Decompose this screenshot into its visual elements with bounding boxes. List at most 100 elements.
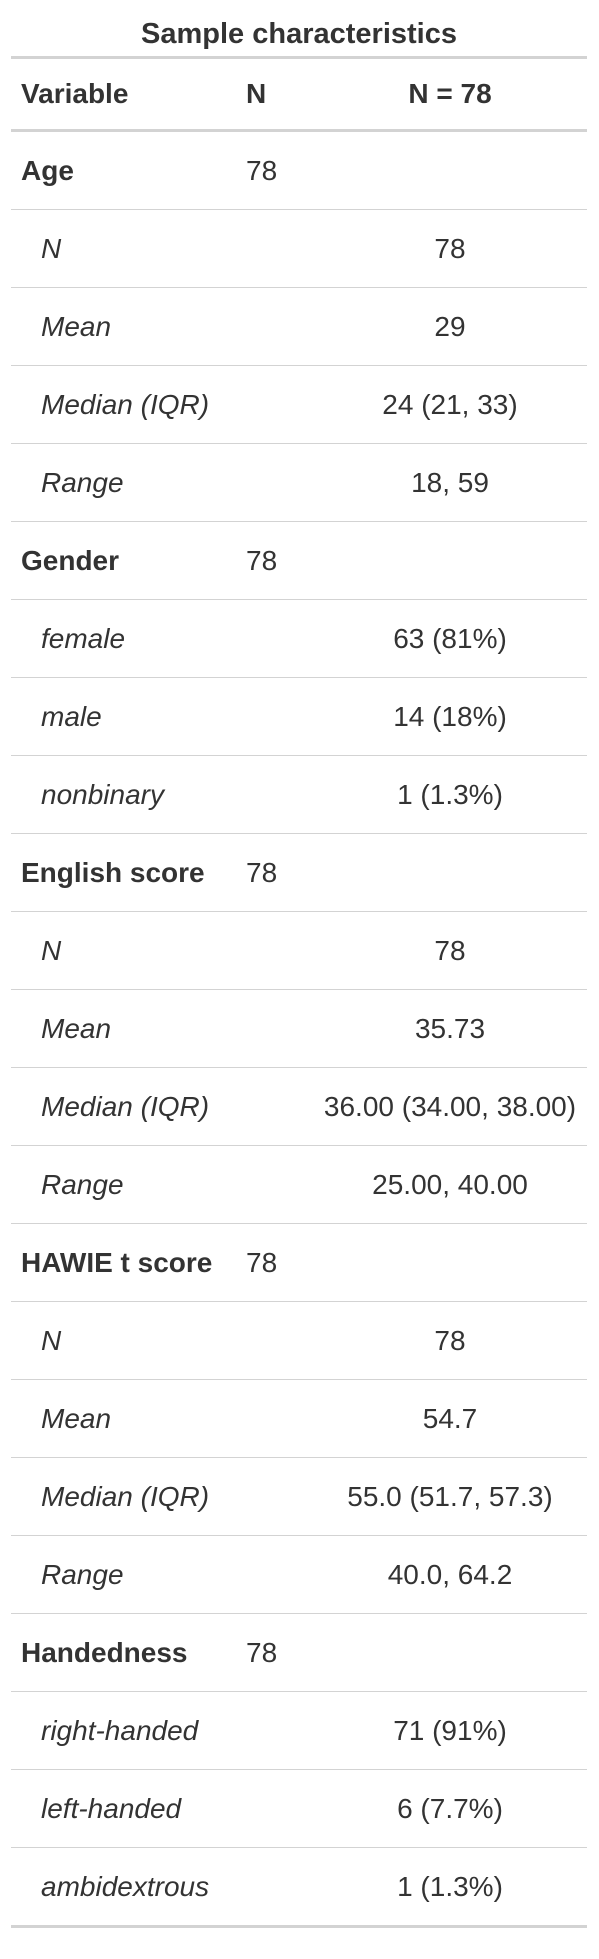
- n-cell: [243, 677, 305, 756]
- n-cell: 78: [243, 1613, 305, 1692]
- level-label: ambidextrous: [41, 1870, 210, 1902]
- level-row: Mean 54.7: [11, 1379, 587, 1458]
- n-cell: [243, 1301, 305, 1380]
- level-label: N: [11, 1301, 243, 1380]
- n-cell: [243, 1457, 305, 1536]
- level-row: female 63 (81%): [11, 599, 587, 678]
- level-row: N 78: [11, 209, 587, 288]
- statistic-cell: 24 (21, 33): [305, 365, 587, 444]
- level-label: left-handed: [11, 1769, 243, 1848]
- level-label: Median (IQR): [11, 1457, 243, 1536]
- n-cell: 78: [243, 833, 305, 912]
- statistic-cell: [305, 1613, 587, 1692]
- statistic-cell: 18, 59: [305, 443, 587, 522]
- variable-row: Gender 78: [11, 521, 587, 600]
- statistic-cell: [305, 130, 587, 210]
- variable-row: Age 78: [11, 130, 587, 210]
- variable-row: Handedness 78: [11, 1613, 587, 1692]
- statistic-cell: 55.0 (51.7, 57.3): [305, 1457, 587, 1536]
- level-label: Range: [11, 443, 243, 522]
- level-label: N: [11, 911, 243, 990]
- table-caption: Sample characteristics: [141, 18, 457, 50]
- level-row: Mean 29: [11, 287, 587, 366]
- level-row: Median (IQR) 36.00 (34.00, 38.00): [11, 1067, 587, 1146]
- n-cell: [243, 989, 305, 1068]
- statistic-cell: 71 (91%): [305, 1691, 587, 1770]
- variable-label: English score: [11, 833, 243, 912]
- level-row: nonbinary 1 (1.3%): [11, 755, 587, 834]
- level-row: Range 25.00, 40.00: [11, 1145, 587, 1224]
- variable-row: English score 78: [11, 833, 587, 912]
- level-label: Range: [11, 1535, 243, 1614]
- statistic-cell: 63 (81%): [305, 599, 587, 678]
- n-cell: [243, 1848, 305, 1927]
- statistic-cell: [305, 1223, 587, 1302]
- statistic-cell: 78: [305, 911, 587, 990]
- level-label: Median (IQR): [11, 1067, 243, 1146]
- n-cell: [243, 1145, 305, 1224]
- statistic-cell: 78: [305, 209, 587, 288]
- statistic-cell: 29: [305, 287, 587, 366]
- table-header: Variable N N = 78: [11, 57, 587, 132]
- column-header-statistic: N = 78: [305, 57, 587, 132]
- level-label: male: [11, 677, 243, 756]
- statistic-cell: 1 (1.3%): [305, 755, 587, 834]
- level-label: female: [11, 599, 243, 678]
- level-label: Median (IQR): [11, 365, 243, 444]
- table-body: Age 78 N 78 Mean 29 Median (IQR) 24 (21, 33) Ran…: [11, 130, 587, 1927]
- level-row: Median (IQR) 24 (21, 33): [11, 365, 587, 444]
- header-row: Variable N N = 78: [11, 57, 587, 132]
- level-row: Mean 35.73: [11, 989, 587, 1068]
- column-header-n: N: [243, 57, 305, 132]
- variable-label: HAWIE t score: [11, 1223, 243, 1302]
- n-cell: 78: [243, 521, 305, 600]
- statistic-cell: [305, 833, 587, 912]
- variable-label: Gender: [11, 521, 243, 600]
- column-header-variable: Variable: [11, 57, 243, 132]
- level-row: male 14 (18%): [11, 677, 587, 756]
- summary-table: Variable N N = 78 Age 78 N 78 Mean 29 Median (…: [11, 56, 587, 1928]
- n-cell: [243, 911, 305, 990]
- n-cell: [243, 1067, 305, 1146]
- level-row: Range 40.0, 64.2: [11, 1535, 587, 1614]
- level-row: N 78: [11, 1301, 587, 1380]
- n-cell: 78: [243, 130, 305, 210]
- level-row: N 78: [11, 911, 587, 990]
- statistic-cell: 1 (1.3%): [397, 1870, 503, 1902]
- n-cell: [243, 1379, 305, 1458]
- n-cell: [243, 1535, 305, 1614]
- n-cell: [243, 755, 305, 834]
- statistic-cell: 36.00 (34.00, 38.00): [305, 1067, 587, 1146]
- level-label: nonbinary: [11, 755, 243, 834]
- level-label: Range: [11, 1145, 243, 1224]
- level-row: left-handed 6 (7.7%): [11, 1769, 587, 1848]
- level-row: right-handed 71 (91%): [11, 1691, 587, 1770]
- level-row: Median (IQR) 55.0 (51.7, 57.3): [11, 1457, 587, 1536]
- statistic-cell: 78: [305, 1301, 587, 1380]
- statistic-cell: 35.73: [305, 989, 587, 1068]
- n-cell: [243, 365, 305, 444]
- variable-row: HAWIE t score 78: [11, 1223, 587, 1302]
- level-label: Mean: [11, 287, 243, 366]
- level-row: Range 18, 59: [11, 443, 587, 522]
- level-label: Mean: [11, 989, 243, 1068]
- variable-label: Age: [11, 130, 243, 210]
- n-cell: [243, 209, 305, 288]
- n-cell: [243, 1691, 305, 1770]
- statistic-cell: 6 (7.7%): [305, 1769, 587, 1848]
- statistic-cell: [305, 521, 587, 600]
- level-label: Mean: [11, 1379, 243, 1458]
- n-cell: [243, 443, 305, 522]
- level-row: ambidextrous 1 (1.3%): [11, 1848, 587, 1927]
- statistic-cell: 54.7: [305, 1379, 587, 1458]
- n-cell: 78: [243, 1223, 305, 1302]
- variable-label: Handedness: [11, 1613, 243, 1692]
- level-label: N: [11, 209, 243, 288]
- level-label: right-handed: [11, 1691, 243, 1770]
- n-cell: [243, 1769, 305, 1848]
- statistic-cell: 40.0, 64.2: [305, 1535, 587, 1614]
- n-cell: [243, 287, 305, 366]
- n-cell: [243, 599, 305, 678]
- statistic-cell: 25.00, 40.00: [305, 1145, 587, 1224]
